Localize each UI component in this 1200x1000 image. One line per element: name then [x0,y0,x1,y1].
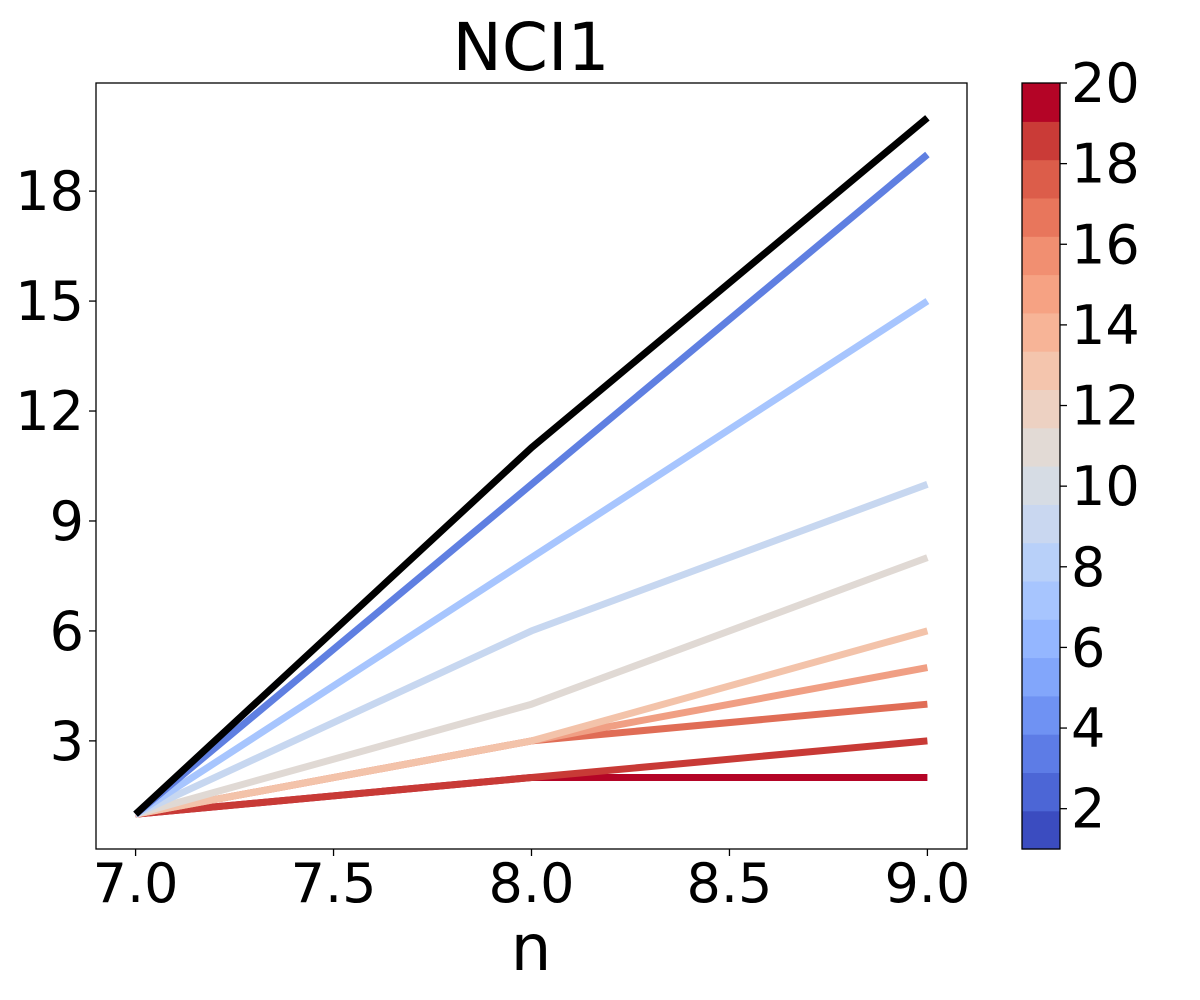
colorbar-segment [1022,312,1060,352]
colorbar-tick-label: 8 [1071,536,1105,599]
y-tick-label: 9 [50,490,84,553]
series-line-6 [134,627,929,818]
series-line-9 [135,737,928,818]
colorbar-tick-label: 20 [1071,52,1140,115]
y-tick-label: 12 [15,380,84,443]
colorbar-segment [1022,427,1060,467]
y-axis-ticks: 3 6 9 12 15 18 [15,160,96,773]
series-line-2 [133,151,930,817]
x-tick-label: 9.0 [884,852,970,915]
colorbar-tick-label: 10 [1071,455,1140,518]
colorbar-segment [1022,389,1060,429]
x-tick-label: 8.0 [489,852,575,915]
y-tick-label: 6 [50,600,84,663]
colorbar-segment [1022,466,1060,505]
colorbar-tick-label: 16 [1071,213,1140,276]
y-tick-label: 3 [50,710,84,773]
series-lines [133,115,930,818]
colorbar-segment [1022,619,1060,659]
series-line-4 [134,481,929,818]
colorbar-segment [1022,121,1060,161]
x-tick-label: 7.5 [291,852,377,915]
colorbar-tick-label: 4 [1071,697,1105,760]
colorbar-segment [1022,810,1060,850]
series-line-1 [133,115,930,817]
colorbar-segment [1022,580,1060,620]
colorbar-segment [1022,159,1060,199]
colorbar-tick-label: 18 [1071,133,1140,196]
colorbar-segment [1022,734,1060,773]
x-axis-label: n [511,912,552,986]
series-line-3 [133,298,930,818]
x-tick-label: 8.5 [687,852,773,915]
x-tick-label: 7.0 [93,852,179,915]
colorbar: 2 4 6 8 10 12 14 16 18 20 [1021,52,1140,850]
y-tick-label: 15 [15,270,84,333]
series-line-5 [134,554,929,818]
y-tick-label: 18 [15,160,84,223]
x-axis-ticks: 7.0 7.5 8.0 8.5 9.0 [93,849,970,915]
colorbar-segment [1022,274,1060,314]
colorbar-frame [1021,82,1061,850]
colorbar-tick-label: 6 [1071,616,1105,679]
colorbar-tick-label: 2 [1071,778,1105,841]
colorbar-segment [1022,197,1060,237]
colorbar-segment [1022,236,1060,276]
colorbar-segment [1022,772,1060,812]
colorbar-segment [1022,542,1060,582]
colorbar-segment [1022,504,1060,544]
chart-title: NCI1 [453,9,610,86]
colorbar-segment [1022,351,1060,390]
colorbar-tick-label: 14 [1071,294,1140,357]
colorbar-segment [1022,83,1060,122]
colorbar-tick-label: 12 [1071,375,1140,438]
colorbar-segment [1022,695,1060,735]
colorbar-segment [1022,657,1060,697]
